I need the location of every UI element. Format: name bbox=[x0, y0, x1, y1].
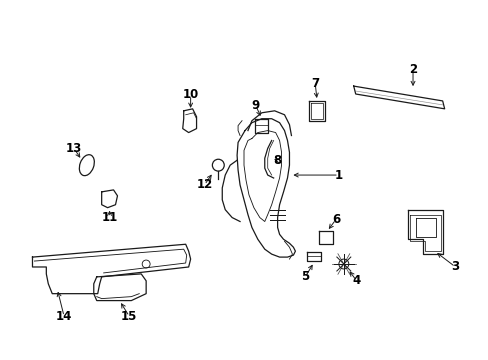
Text: 11: 11 bbox=[101, 211, 118, 224]
Text: 7: 7 bbox=[310, 77, 319, 90]
Text: 2: 2 bbox=[408, 63, 416, 76]
Text: 3: 3 bbox=[450, 261, 459, 274]
Text: 9: 9 bbox=[251, 99, 260, 112]
Text: 13: 13 bbox=[66, 142, 82, 155]
Text: 1: 1 bbox=[334, 168, 342, 181]
Text: 8: 8 bbox=[273, 154, 281, 167]
Text: 14: 14 bbox=[56, 310, 72, 323]
Text: 4: 4 bbox=[352, 274, 360, 287]
Text: 6: 6 bbox=[331, 213, 339, 226]
Text: 15: 15 bbox=[121, 310, 137, 323]
Text: 10: 10 bbox=[182, 89, 198, 102]
Text: 12: 12 bbox=[196, 179, 212, 192]
Text: 5: 5 bbox=[301, 270, 309, 283]
